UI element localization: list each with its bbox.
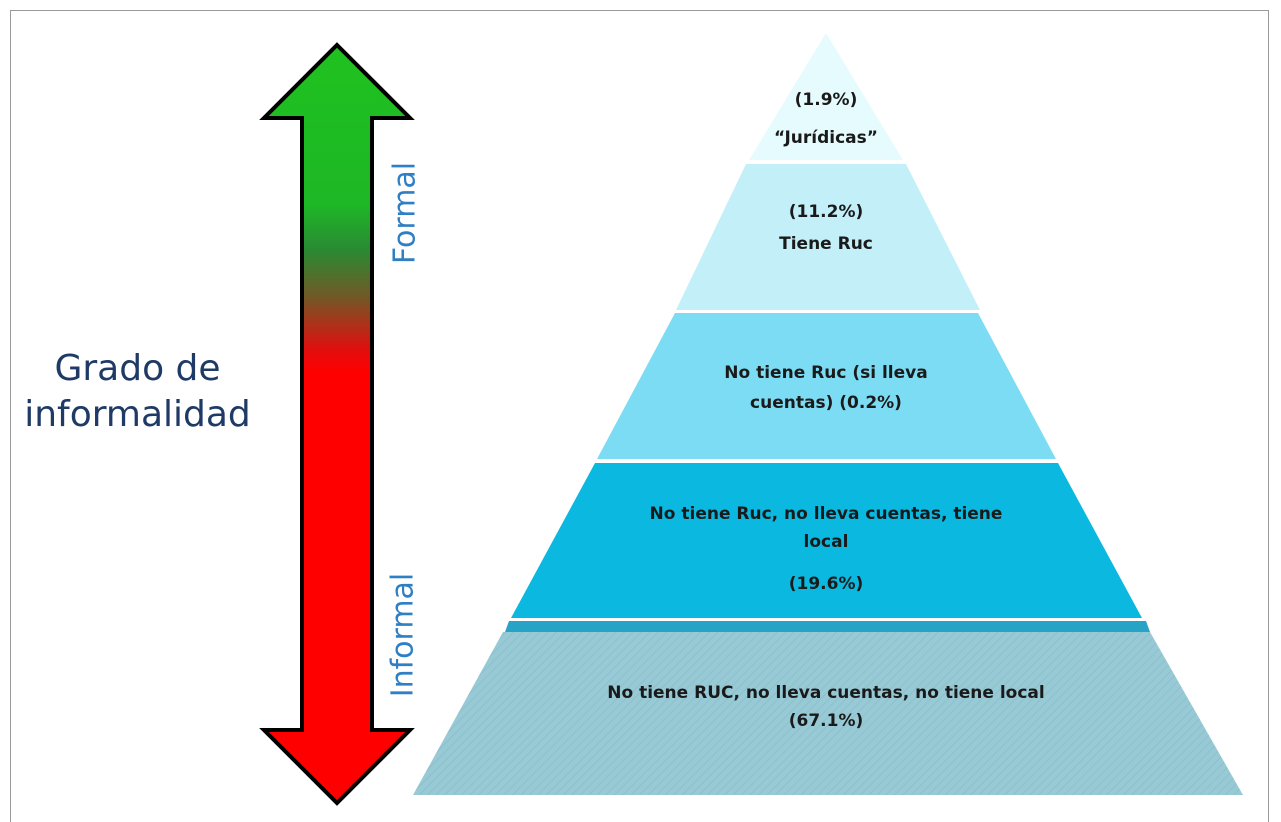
tier-no-ruc-tiene-local-percent: (19.6%) — [788, 574, 864, 594]
tier-juridicas-percent: (1.9%) — [794, 90, 858, 110]
axis-label-informal: Informal — [385, 572, 421, 698]
pyramid-tier-no-ruc-tiene-local — [511, 463, 1142, 618]
tier-no-ruc-lleva-cuentas-line2: cuentas) (0.2%) — [750, 393, 902, 413]
tier-tiene-ruc-label: Tiene Ruc — [779, 234, 873, 254]
title-line-2: informalidad — [24, 394, 251, 435]
tier-no-ruc-no-local-text: No tiene RUC, no lleva cuentas, no tiene… — [566, 679, 1086, 735]
tier-juridicas-text: (1.9%) “Jurídicas” — [726, 86, 926, 152]
tier-no-ruc-lleva-cuentas-line1: No tiene Ruc (si lleva — [724, 363, 928, 383]
pyramid-tier-no-ruc-lleva-cuentas — [597, 313, 1056, 459]
tier-juridicas-label: “Jurídicas” — [774, 128, 878, 148]
tier-no-ruc-no-local-line1: No tiene RUC, no lleva cuentas, no tiene… — [607, 683, 1045, 703]
formality-arrow — [259, 42, 415, 806]
tier-tiene-ruc-percent: (11.2%) — [788, 202, 864, 222]
pyramid-tier-tiene-ruc — [676, 164, 980, 310]
title-line-1: Grado de — [54, 348, 221, 389]
tier-no-ruc-tiene-local-line2: local — [803, 532, 849, 552]
figure-border — [10, 10, 1269, 822]
tier-tiene-ruc-text: (11.2%) Tiene Ruc — [726, 196, 926, 260]
pyramid-tier-no-ruc-no-local — [413, 632, 1243, 795]
axis-label-formal: Formal — [387, 161, 423, 265]
tier-no-ruc-tiene-local-line1: No tiene Ruc, no lleva cuentas, tiene — [649, 504, 1003, 524]
tier-no-ruc-no-local-line2: (67.1%) — [788, 711, 864, 731]
diagram-title: Grado de informalidad — [10, 346, 265, 438]
pyramid-tier-juridicas — [749, 33, 903, 160]
pyramid-tier-separator — [505, 621, 1150, 632]
tier-no-ruc-lleva-cuentas-text: No tiene Ruc (si lleva cuentas) (0.2%) — [676, 358, 976, 418]
tier-no-ruc-tiene-local-text: No tiene Ruc, no lleva cuentas, tiene lo… — [606, 500, 1046, 598]
